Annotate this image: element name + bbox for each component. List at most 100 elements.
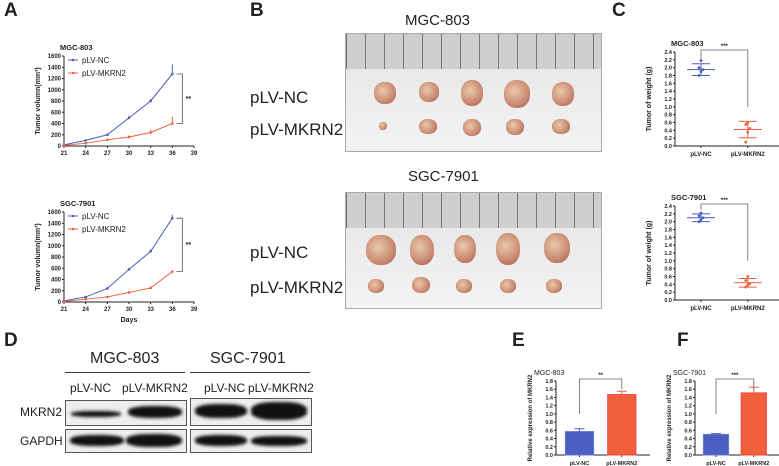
series-line-pLV-NC xyxy=(63,73,173,146)
y-tick-label: 0.6 xyxy=(684,428,692,434)
x-tick-label: 21 xyxy=(61,151,68,157)
significance-label: ** xyxy=(186,242,192,249)
y-tick-label: 1.8 xyxy=(545,379,553,385)
photo-title-mgc803: MGC-803 xyxy=(405,12,471,29)
blot-gapdh-sgc7901 xyxy=(190,429,312,453)
x-tick-label: pLV-MKRN2 xyxy=(738,461,769,466)
row-label-mkrn2-top: pLV-MKRN2 xyxy=(250,120,344,139)
chart-title: MGC-803 xyxy=(671,39,704,48)
blot-row-label-mkrn2: MKRN2 xyxy=(20,405,63,419)
x-tick-label: pLV-MKRN2 xyxy=(731,152,766,158)
y-tick-label: 1.0 xyxy=(545,412,553,418)
y-tick-label: 1.0 xyxy=(664,259,672,265)
panel-label-f: F xyxy=(677,330,689,351)
y-tick-label: 0 xyxy=(58,144,62,150)
lane-label: pLV-NC xyxy=(204,381,246,395)
legend-label: pLV-NC xyxy=(82,212,110,221)
y-tick-label: 0.4 xyxy=(545,437,554,443)
significance-bracket xyxy=(715,378,755,414)
chart-title: MGC-803 xyxy=(534,370,564,377)
data-point xyxy=(697,214,701,218)
y-tick-label: 0.8 xyxy=(664,267,672,273)
y-tick-label: 1.2 xyxy=(545,404,553,410)
y-tick-label: 1.4 xyxy=(545,395,554,401)
row-label-nc-top: pLV-NC xyxy=(250,88,309,107)
y-tick-label: 600 xyxy=(51,266,62,272)
y-axis-label: Relative expression of MKRN2 xyxy=(528,374,534,461)
bar-pLV-MKRN2 xyxy=(607,394,637,456)
data-point xyxy=(746,275,750,278)
row-label-mkrn2-bottom: pLV-MKRN2 xyxy=(250,278,344,297)
x-tick-label: 39 xyxy=(191,151,198,157)
x-tick-label: pLV-MKRN2 xyxy=(731,306,766,312)
y-tick-label: 800 xyxy=(51,255,62,261)
chart-title: MGC-803 xyxy=(60,43,93,52)
y-tick-label: 1.8 xyxy=(664,228,672,234)
y-tick-label: 0.6 xyxy=(664,121,672,127)
data-point xyxy=(744,140,748,144)
y-tick-label: 0.2 xyxy=(545,445,553,451)
divider xyxy=(65,372,185,373)
blot-group-mgc803: MGC-803 xyxy=(90,350,160,367)
panel-label-c: C xyxy=(612,0,626,21)
x-tick-label: 30 xyxy=(126,151,133,157)
tumor-photo-mgc803 xyxy=(345,33,602,152)
y-tick-label: 200 xyxy=(51,289,62,295)
y-tick-label: 2.0 xyxy=(664,220,672,226)
y-tick-label: 1600 xyxy=(48,54,62,60)
y-tick-label: 400 xyxy=(51,278,62,284)
y-tick-label: 0.2 xyxy=(664,136,672,142)
series-line-pLV-MKRN2 xyxy=(63,123,173,146)
y-tick-label: 1.8 xyxy=(664,74,672,80)
lane-label: pLV-MKRN2 xyxy=(122,381,188,395)
significance-label: ** xyxy=(598,373,603,379)
series-line-pLV-NC xyxy=(63,217,173,302)
blot-mkrn2-mgc803 xyxy=(65,400,187,426)
y-tick-label: 1.4 xyxy=(684,395,693,401)
significance-label: *** xyxy=(721,44,729,50)
y-axis-label: Tumor volumn(mm³) xyxy=(35,223,42,291)
data-point xyxy=(744,123,748,126)
legend-marker xyxy=(71,58,75,62)
x-tick-label: 27 xyxy=(104,151,111,157)
legend-label: pLV-NC xyxy=(82,56,110,65)
legend-marker xyxy=(71,214,75,218)
y-tick-label: 1.6 xyxy=(684,387,692,393)
y-tick-label: 2.4 xyxy=(664,50,673,56)
x-tick-label: 21 xyxy=(61,307,68,313)
series-line-pLV-MKRN2 xyxy=(63,271,173,302)
legend-marker xyxy=(71,227,75,231)
panel-label-e: E xyxy=(512,330,525,351)
y-tick-label: 2.4 xyxy=(664,204,673,210)
y-tick-label: 400 xyxy=(51,122,62,128)
chart-title: SGC-7901 xyxy=(673,370,706,377)
significance-bracket xyxy=(700,203,749,261)
bar-pLV-NC xyxy=(702,433,730,456)
data-point xyxy=(699,59,703,63)
x-tick-label: 24 xyxy=(82,151,89,157)
significance-bracket xyxy=(700,49,749,107)
significance-label: ** xyxy=(186,96,192,103)
chart-title: SGC-7901 xyxy=(671,193,706,202)
y-tick-label: 600 xyxy=(51,110,62,116)
y-tick-label: 1.6 xyxy=(545,387,553,393)
y-tick-label: 0.0 xyxy=(545,453,553,459)
x-tick-label: 30 xyxy=(126,307,133,313)
y-axis-label: Tumor of weight (g) xyxy=(646,221,653,286)
bar-pLV-MKRN2 xyxy=(740,392,767,456)
x-tick-label: 33 xyxy=(147,151,154,157)
y-tick-label: 1.2 xyxy=(684,404,692,410)
lane-label: pLV-NC xyxy=(70,381,112,395)
y-tick-label: 0.4 xyxy=(684,437,693,443)
divider xyxy=(190,372,310,373)
y-tick-label: 0.0 xyxy=(664,298,672,304)
y-axis-label: Tumor of weight (g) xyxy=(646,67,653,132)
y-tick-label: 0.2 xyxy=(664,290,672,296)
y-tick-label: 1600 xyxy=(48,210,62,216)
x-tick-label: 24 xyxy=(82,307,89,313)
blot-gapdh-mgc803 xyxy=(65,429,187,453)
y-tick-label: 1.6 xyxy=(664,235,672,241)
photo-title-sgc7901: SGC-7901 xyxy=(408,168,479,185)
y-tick-label: 0.8 xyxy=(684,420,692,426)
x-tick-label: 36 xyxy=(169,307,176,313)
